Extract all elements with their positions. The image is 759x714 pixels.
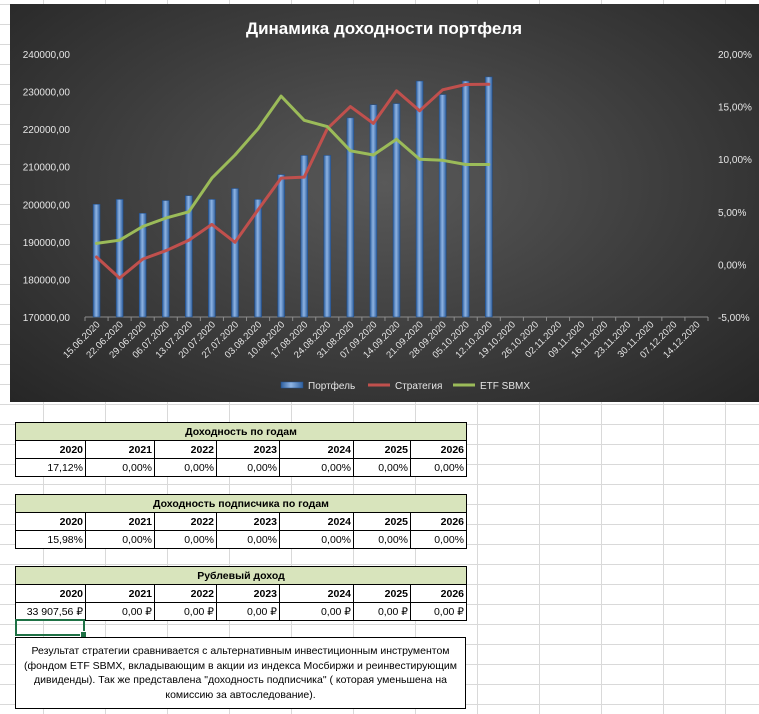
value-cell[interactable]: 0,00% xyxy=(85,458,155,477)
left-axis-tick-label: 180000,00 xyxy=(23,275,71,286)
line-strategy xyxy=(95,82,491,280)
year-cell[interactable]: 2024 xyxy=(279,512,354,531)
table-title[interactable]: Доходность по годам xyxy=(15,422,467,441)
year-cell[interactable]: 2023 xyxy=(216,584,280,603)
portfolio-chart[interactable]: Динамика доходности портфеля 170000,00 180… xyxy=(10,4,759,402)
value-cell[interactable]: 0,00% xyxy=(216,458,280,477)
bar-portfolio xyxy=(392,103,401,318)
value-cell[interactable]: 0,00% xyxy=(279,530,354,549)
bar-portfolio xyxy=(438,94,447,318)
value-cell[interactable]: 0,00% xyxy=(279,458,354,477)
year-cell[interactable]: 2026 xyxy=(410,440,467,459)
left-axis-tick-label: 170000,00 xyxy=(23,313,71,324)
bar-portfolio xyxy=(254,199,262,318)
value-cell[interactable]: 0,00% xyxy=(85,530,155,549)
description-textbox[interactable]: Результат стратегии сравнивается с альте… xyxy=(15,637,466,709)
left-axis-tick-label: 240000,00 xyxy=(23,50,71,61)
chart-title: Динамика доходности портфеля xyxy=(246,19,522,38)
year-cell[interactable]: 2022 xyxy=(154,584,217,603)
value-cell[interactable]: 0,00 ₽ xyxy=(216,602,280,621)
line-etf-sbmx xyxy=(95,94,491,245)
bar-portfolio xyxy=(461,80,470,318)
year-cell[interactable]: 2026 xyxy=(410,512,467,531)
table-ruble-income: Рублевый доход 2020 2021 2022 2023 2024 … xyxy=(15,566,467,621)
legend-label: ETF SBMX xyxy=(480,381,530,392)
table-title[interactable]: Доходность подписчика по годам xyxy=(15,494,467,513)
bar-portfolio xyxy=(138,213,147,318)
table-subscriber-return: Доходность подписчика по годам 2020 2021… xyxy=(15,494,467,549)
bar-portfolio xyxy=(115,199,124,318)
bar-portfolio xyxy=(485,76,493,318)
legend-swatch-portfolio xyxy=(280,381,304,389)
year-cell[interactable]: 2021 xyxy=(85,440,155,459)
year-cell[interactable]: 2020 xyxy=(15,440,86,459)
year-cell[interactable]: 2025 xyxy=(353,440,411,459)
value-cell[interactable]: 0,00% xyxy=(216,530,280,549)
left-axis-tick-label: 220000,00 xyxy=(23,125,71,136)
left-axis-tick-label: 200000,00 xyxy=(23,200,71,211)
bar-portfolio xyxy=(323,155,332,318)
value-cell[interactable]: 0,00 ₽ xyxy=(154,602,217,621)
year-cell[interactable]: 2024 xyxy=(279,584,354,603)
bar-portfolio xyxy=(369,104,378,318)
legend-label: Стратегия xyxy=(395,381,442,392)
left-axis-tick-label: 230000,00 xyxy=(23,88,71,99)
right-axis-tick-label: 15,00% xyxy=(718,103,752,114)
selected-cell[interactable] xyxy=(15,619,87,638)
bar-portfolio xyxy=(162,200,170,318)
right-axis-tick-label: 5,00% xyxy=(718,208,746,219)
right-axis-tick-label: -5,00% xyxy=(718,313,750,324)
year-cell[interactable]: 2023 xyxy=(216,440,280,459)
right-axis-tick-label: 20,00% xyxy=(718,50,752,61)
table-annual-return: Доходность по годам 2020 2021 2022 2023 … xyxy=(15,422,467,477)
value-cell[interactable]: 0,00 ₽ xyxy=(353,602,411,621)
bar-portfolio xyxy=(346,117,355,318)
right-axis-tick-label: 0,00% xyxy=(718,260,746,271)
value-cell[interactable]: 0,00% xyxy=(410,458,467,477)
value-cell[interactable]: 0,00% xyxy=(410,530,467,549)
bar-portfolio xyxy=(231,188,239,318)
bar-portfolio xyxy=(208,199,216,318)
bar-portfolio xyxy=(277,174,285,318)
year-cell[interactable]: 2021 xyxy=(85,584,155,603)
year-cell[interactable]: 2021 xyxy=(85,512,155,531)
year-cell[interactable]: 2020 xyxy=(15,512,86,531)
value-cell[interactable]: 0,00% xyxy=(154,458,217,477)
year-cell[interactable]: 2026 xyxy=(410,584,467,603)
value-cell[interactable]: 17,12% xyxy=(15,458,86,477)
value-cell[interactable]: 0,00 ₽ xyxy=(410,602,467,621)
table-title[interactable]: Рублевый доход xyxy=(15,566,467,585)
value-cell[interactable]: 0,00% xyxy=(353,458,411,477)
value-cell[interactable]: 0,00 ₽ xyxy=(85,602,155,621)
bar-portfolio xyxy=(415,80,424,318)
right-axis-tick-label: 10,00% xyxy=(718,155,752,166)
chart-canvas: Динамика доходности портфеля 170000,00 180… xyxy=(23,19,752,392)
year-cell[interactable]: 2020 xyxy=(15,584,86,603)
year-cell[interactable]: 2023 xyxy=(216,512,280,531)
value-cell[interactable]: 33 907,56 ₽ xyxy=(15,602,86,621)
year-cell[interactable]: 2024 xyxy=(279,440,354,459)
bar-portfolio xyxy=(300,155,308,318)
value-cell[interactable]: 15,98% xyxy=(15,530,86,549)
value-cell[interactable]: 0,00% xyxy=(353,530,411,549)
year-cell[interactable]: 2025 xyxy=(353,512,411,531)
year-cell[interactable]: 2025 xyxy=(353,584,411,603)
value-cell[interactable]: 0,00 ₽ xyxy=(279,602,354,621)
year-cell[interactable]: 2022 xyxy=(154,440,217,459)
bar-portfolio xyxy=(185,195,193,318)
left-axis-tick-label: 210000,00 xyxy=(23,163,71,174)
legend-label: Портфель xyxy=(308,380,355,392)
left-axis-tick-label: 190000,00 xyxy=(23,238,71,249)
value-cell[interactable]: 0,00% xyxy=(154,530,217,549)
year-cell[interactable]: 2022 xyxy=(154,512,217,531)
